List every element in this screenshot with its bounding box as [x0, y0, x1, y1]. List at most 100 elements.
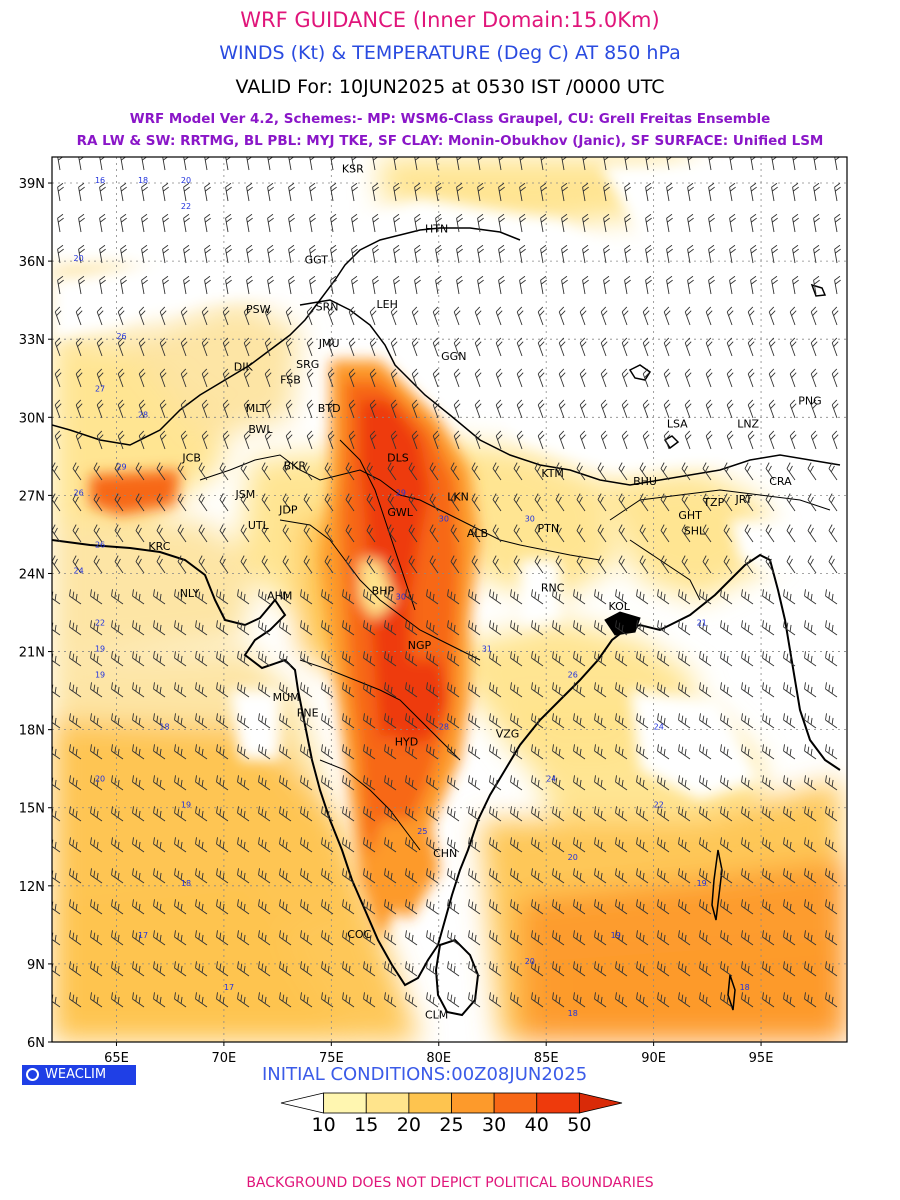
- wind-barb: [69, 775, 82, 791]
- city-label: JDP: [278, 504, 298, 517]
- wind-barb: [57, 213, 64, 233]
- wind-barb: [678, 682, 691, 698]
- wind-barb: [258, 682, 271, 698]
- wind-barb: [219, 524, 229, 543]
- wind-barb: [141, 157, 148, 171]
- wind-barb: [663, 399, 671, 419]
- city-label: SRG: [296, 358, 319, 371]
- wind-barb: [111, 806, 124, 822]
- wind-barb: [120, 213, 127, 233]
- wind-barb: [642, 337, 650, 357]
- temperature-value: 16: [95, 176, 105, 185]
- city-label: LNZ: [737, 418, 759, 431]
- wind-barb: [183, 157, 190, 171]
- wind-barb: [741, 744, 754, 760]
- temperature-value: 30: [396, 593, 406, 602]
- city-label: LKN: [447, 491, 469, 504]
- wind-barb: [534, 555, 544, 574]
- wind-barb: [195, 682, 208, 698]
- wind-barb: [324, 493, 334, 512]
- wind-barb: [414, 244, 421, 264]
- wind-barb: [510, 589, 523, 605]
- wind-barb: [834, 182, 841, 202]
- wind-barb: [684, 337, 692, 357]
- wind-barb: [726, 430, 734, 450]
- wind-barb: [825, 868, 838, 884]
- wind-barb: [78, 182, 85, 202]
- wind-barb: [699, 713, 712, 729]
- wind-barb: [330, 182, 337, 202]
- wind-barb: [306, 368, 314, 388]
- lat-tick-label: 30N: [19, 411, 45, 426]
- wind-barb: [678, 744, 691, 760]
- wind-barb: [132, 868, 145, 884]
- wind-barb: [306, 399, 314, 419]
- wind-barb: [435, 213, 442, 233]
- wind-barb: [279, 589, 292, 605]
- wind-barb: [726, 368, 734, 388]
- wind-barb: [111, 930, 124, 946]
- wind-barb: [261, 493, 271, 512]
- wind-barb: [426, 589, 439, 605]
- wind-barb: [345, 462, 355, 481]
- wind-barb: [138, 430, 146, 450]
- wind-barb: [747, 430, 755, 450]
- wind-barb: [537, 337, 545, 357]
- wind-barb: [243, 337, 251, 357]
- temperature-value: 20: [73, 254, 83, 263]
- city-label: BWL: [248, 423, 273, 436]
- wind-barb: [678, 806, 691, 822]
- wind-barb: [771, 182, 778, 202]
- wind-barb: [300, 651, 313, 667]
- wind-barb: [450, 462, 460, 481]
- wind-barb: [639, 524, 649, 543]
- wind-barb: [741, 930, 754, 946]
- wind-barb: [519, 244, 526, 264]
- wind-barb: [366, 555, 376, 574]
- wind-barb: [306, 430, 314, 450]
- wind-barb: [348, 368, 356, 388]
- wind-barb: [174, 806, 187, 822]
- wind-barb: [582, 244, 589, 264]
- wind-barb: [450, 493, 460, 512]
- wind-barb: [744, 493, 754, 512]
- wind-barb: [54, 430, 62, 450]
- wind-barb: [321, 868, 334, 884]
- wind-barb: [831, 430, 839, 450]
- wind-barb: [825, 651, 838, 667]
- wind-barb: [219, 493, 229, 512]
- wind-barb: [615, 682, 628, 698]
- wind-barb: [246, 157, 253, 171]
- wind-barb: [324, 555, 334, 574]
- wind-barb: [159, 430, 167, 450]
- wind-barb: [141, 275, 148, 295]
- wind-barb: [117, 306, 125, 326]
- wind-barb: [450, 524, 460, 543]
- wind-barb: [720, 620, 733, 636]
- wind-barb: [384, 589, 397, 605]
- temperature-value: 18: [159, 723, 169, 732]
- wind-barb: [75, 430, 83, 450]
- wind-barb: [342, 992, 355, 1008]
- wind-barb: [804, 930, 817, 946]
- wind-barb: [405, 868, 418, 884]
- wind-barb: [489, 899, 502, 915]
- city-label: CLM: [425, 1009, 448, 1022]
- wind-barb: [237, 682, 250, 698]
- wind-barb: [657, 682, 670, 698]
- temperature-value: 28: [439, 723, 449, 732]
- wind-barb: [156, 524, 166, 543]
- wind-barb: [489, 713, 502, 729]
- city-label: FSB: [280, 373, 301, 386]
- wind-barb: [741, 682, 754, 698]
- wind-barb: [345, 493, 355, 512]
- wind-barb: [267, 213, 274, 233]
- wind-barb: [300, 775, 313, 791]
- wind-barb: [453, 368, 461, 388]
- wind-barb: [216, 930, 229, 946]
- wind-barb: [135, 524, 145, 543]
- wind-barb: [414, 213, 421, 233]
- wind-barb: [783, 837, 796, 853]
- wind-barb: [300, 682, 313, 698]
- wind-barb: [195, 806, 208, 822]
